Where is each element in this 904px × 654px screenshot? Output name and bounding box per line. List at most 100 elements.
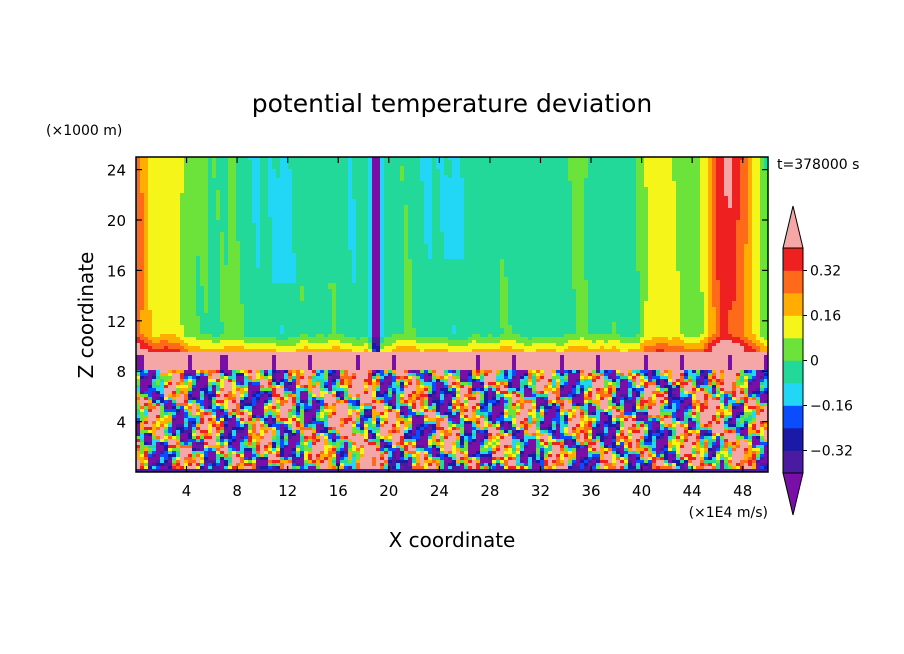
field-cell [532,343,537,353]
field-cell [504,373,509,377]
field-cell [692,418,697,422]
field-cell [684,397,689,401]
field-cell [252,391,257,395]
field-cell [748,412,753,416]
field-cell [308,379,313,392]
field-cell [600,409,605,413]
field-cell [664,397,669,401]
field-cell [576,448,581,452]
field-cell [620,442,625,446]
field-cell [480,469,485,472]
field-cell [576,340,581,347]
field-cell [312,427,317,431]
field-cell [320,469,325,472]
field-cell [352,376,357,380]
field-cell [616,349,621,353]
field-cell [436,418,441,428]
field-cell [156,379,161,386]
field-cell [628,448,633,452]
field-cell [660,394,665,398]
field-cell [344,397,349,401]
field-cell [716,388,721,392]
field-cell [528,391,533,398]
field-cell [336,436,341,440]
field-cell [528,436,533,440]
field-cell [272,412,277,416]
field-cell [580,421,585,428]
field-cell [236,466,241,470]
field-cell [568,451,573,455]
field-cell [148,370,153,386]
field-cell [500,394,505,398]
field-cell [312,439,317,443]
field-cell [200,439,205,443]
field-cell [336,454,341,464]
field-cell [656,430,661,434]
field-cell [312,382,317,386]
field-cell [152,406,157,410]
field-cell [648,415,653,419]
field-cell [464,379,469,383]
field-cell [548,391,553,401]
field-cell [660,373,665,377]
field-cell [416,412,421,416]
field-cell [620,157,625,338]
field-cell [424,460,429,464]
field-cell [456,412,461,416]
field-cell [684,379,689,383]
field-cell [612,409,617,419]
field-cell [152,403,157,407]
field-cell [740,439,745,461]
field-cell [200,409,205,413]
field-cell [716,460,721,464]
field-cell [408,421,413,425]
field-cell [664,430,669,446]
field-cell [376,373,381,377]
field-cell [460,445,465,449]
field-cell [436,439,441,443]
field-cell [564,373,569,377]
field-cell [456,439,461,443]
field-cell [576,388,581,392]
field-cell [708,382,713,386]
field-cell [324,343,329,350]
field-cell [524,418,529,422]
field-cell [520,451,525,455]
field-cell [704,424,709,428]
field-cell [488,382,493,386]
field-cell [468,337,473,344]
field-cell [684,439,689,443]
field-cell [372,445,377,458]
field-cell [280,340,285,347]
field-cell [212,379,217,383]
field-cell [368,409,373,416]
field-cell [724,394,729,398]
field-cell [408,346,413,353]
field-cell [276,157,281,179]
field-cell [508,397,513,416]
field-cell [632,382,637,386]
field-cell [720,340,725,371]
field-cell [444,337,449,344]
field-cell [176,385,181,389]
field-cell [148,388,153,398]
field-cell [412,466,417,470]
field-cell [640,385,645,389]
field-cell [196,445,201,449]
field-cell [208,382,213,386]
field-cell [620,382,625,395]
field-cell [568,463,573,467]
colorbar-tick-label: 0.16 [810,309,841,325]
field-cell [280,157,285,284]
field-cell [320,418,325,422]
field-cell [228,352,233,371]
field-cell [504,340,509,347]
field-cell [748,340,753,347]
field-cell [244,379,249,386]
field-cell [724,442,729,449]
field-cell [492,343,497,350]
field-cell [448,346,453,353]
field-cell [556,445,561,455]
field-cell [732,466,737,470]
field-cell [736,466,741,470]
